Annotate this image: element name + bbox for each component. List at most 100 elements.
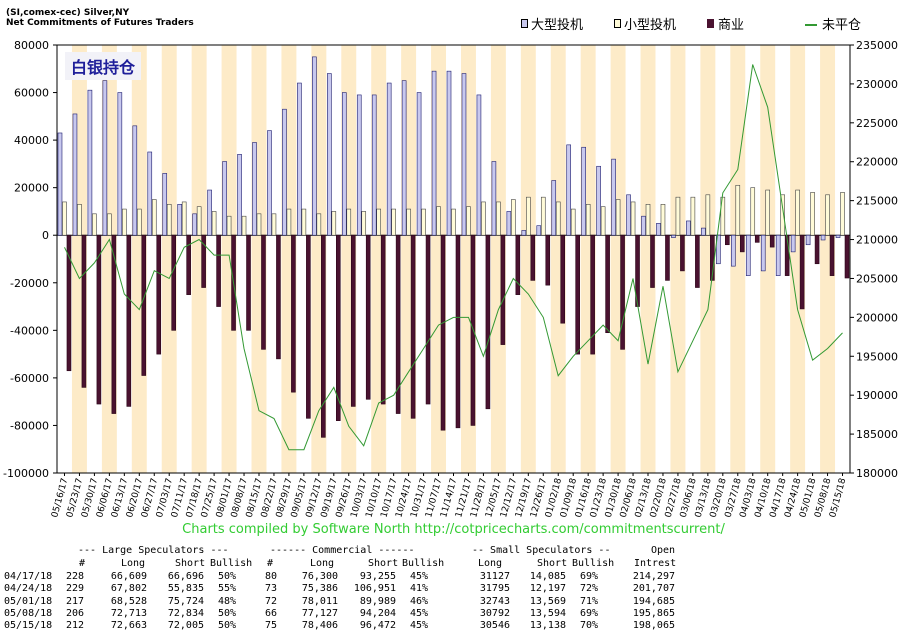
stripe-band <box>640 45 656 473</box>
y-right-tick-label: 210000 <box>856 234 898 247</box>
bar-commercial <box>410 234 416 419</box>
large-short: 72,834 <box>167 607 204 619</box>
bar-small-spec <box>600 206 606 236</box>
comm-short: 96,472 <box>359 620 396 632</box>
bar-commercial <box>306 234 311 419</box>
comm-short: 93,255 <box>359 571 396 582</box>
bar-small-spec <box>451 208 456 236</box>
comm-count: 73 <box>264 583 277 595</box>
bar-large-spec <box>386 82 392 236</box>
comm-count: 80 <box>264 571 277 582</box>
large-count: 212 <box>65 620 84 632</box>
bar-commercial <box>186 234 191 295</box>
bar-large-spec <box>820 234 826 241</box>
bar-large-spec <box>446 70 452 236</box>
bar-large-spec <box>371 94 377 236</box>
open-interest-value: 198,065 <box>632 620 675 632</box>
bar-small-spec <box>406 208 411 236</box>
bar-commercial <box>126 234 132 407</box>
small-long: 30792 <box>479 607 510 619</box>
large-short: 75,724 <box>167 595 204 607</box>
y-right-tick-label: 215000 <box>856 195 898 208</box>
bar-commercial <box>350 234 356 407</box>
bar-small-spec <box>511 199 516 236</box>
small-bullish: 69% <box>579 607 598 619</box>
small-bullish: 70% <box>579 620 598 632</box>
bar-large-spec <box>252 142 257 236</box>
stripe-band <box>730 45 746 473</box>
stripe-band <box>520 45 536 473</box>
bar-small-spec <box>92 213 97 236</box>
y-left-tick-label: -60000 <box>10 372 49 385</box>
bar-commercial <box>395 234 401 414</box>
bar-large-spec <box>401 80 407 236</box>
bar-small-spec <box>765 189 771 236</box>
comm-short: 106,951 <box>353 583 396 595</box>
stripe-band <box>700 45 716 473</box>
bar-large-spec <box>476 94 482 236</box>
bar-small-spec <box>331 211 337 236</box>
open-interest-value: 214,297 <box>632 571 675 582</box>
bar-large-spec <box>132 125 138 236</box>
bar-small-spec <box>376 208 381 236</box>
large-bullish: 50% <box>217 607 236 619</box>
bar-large-spec <box>536 225 542 236</box>
large-header-long: Long <box>121 558 146 569</box>
bar-small-spec <box>166 204 172 236</box>
bar-commercial <box>261 234 266 350</box>
bar-commercial <box>440 234 446 431</box>
bar-large-spec <box>790 234 796 253</box>
large-long: 67,802 <box>110 583 147 595</box>
y-right-tick-label: 225000 <box>856 117 898 130</box>
y-left-tick-label: -20000 <box>10 277 49 290</box>
bar-small-spec <box>825 194 830 236</box>
bar-large-spec <box>506 211 512 236</box>
large-bullish: 50% <box>217 571 236 582</box>
bar-small-spec <box>690 196 696 236</box>
large-short: 55,835 <box>167 583 204 595</box>
bar-large-spec <box>327 73 332 236</box>
stripe-band <box>790 45 806 473</box>
legend-swatch-large <box>521 19 528 28</box>
y-right-tick-label: 230000 <box>856 78 898 91</box>
large-short: 72,005 <box>167 620 204 632</box>
large-header-count: # <box>79 558 86 569</box>
bar-commercial <box>754 234 760 243</box>
large-count: 228 <box>65 571 84 582</box>
comm-header-short: Short <box>368 558 399 569</box>
legend-swatch-commercial <box>707 19 714 28</box>
bar-large-spec <box>760 234 766 272</box>
bar-large-spec <box>686 220 691 236</box>
small-long: 31795 <box>479 583 510 595</box>
y-left-tick-label: 60000 <box>14 87 49 100</box>
bar-large-spec <box>177 204 182 236</box>
bar-commercial <box>96 234 102 405</box>
stripe-band <box>221 45 237 473</box>
bar-commercial <box>814 234 820 265</box>
large-long: 72,663 <box>110 620 147 632</box>
bar-commercial <box>620 234 625 350</box>
large-bullish: 48% <box>217 595 236 607</box>
bar-small-spec <box>286 208 292 236</box>
small-spec-title: -- Small Speculators -- <box>472 545 611 556</box>
bar-commercial <box>485 234 491 410</box>
bar-commercial <box>515 234 521 295</box>
bar-small-spec <box>346 208 352 236</box>
bar-commercial <box>799 234 805 310</box>
bar-commercial <box>321 234 326 438</box>
bar-large-spec <box>117 92 123 236</box>
commercial-title: ------ Commercial ------ <box>270 545 415 556</box>
comm-short: 94,204 <box>359 607 396 619</box>
bar-commercial <box>680 234 685 272</box>
bar-commercial <box>276 234 281 360</box>
comm-header-count: # <box>267 558 274 569</box>
bar-small-spec <box>226 215 232 236</box>
stripe-band <box>670 45 686 473</box>
comm-short: 89,989 <box>359 595 396 607</box>
y-right-tick-label: 220000 <box>856 156 898 169</box>
bar-large-spec <box>656 223 661 236</box>
bar-commercial <box>545 234 551 286</box>
comm-long: 77,127 <box>301 607 338 619</box>
stripe-band <box>161 45 177 473</box>
